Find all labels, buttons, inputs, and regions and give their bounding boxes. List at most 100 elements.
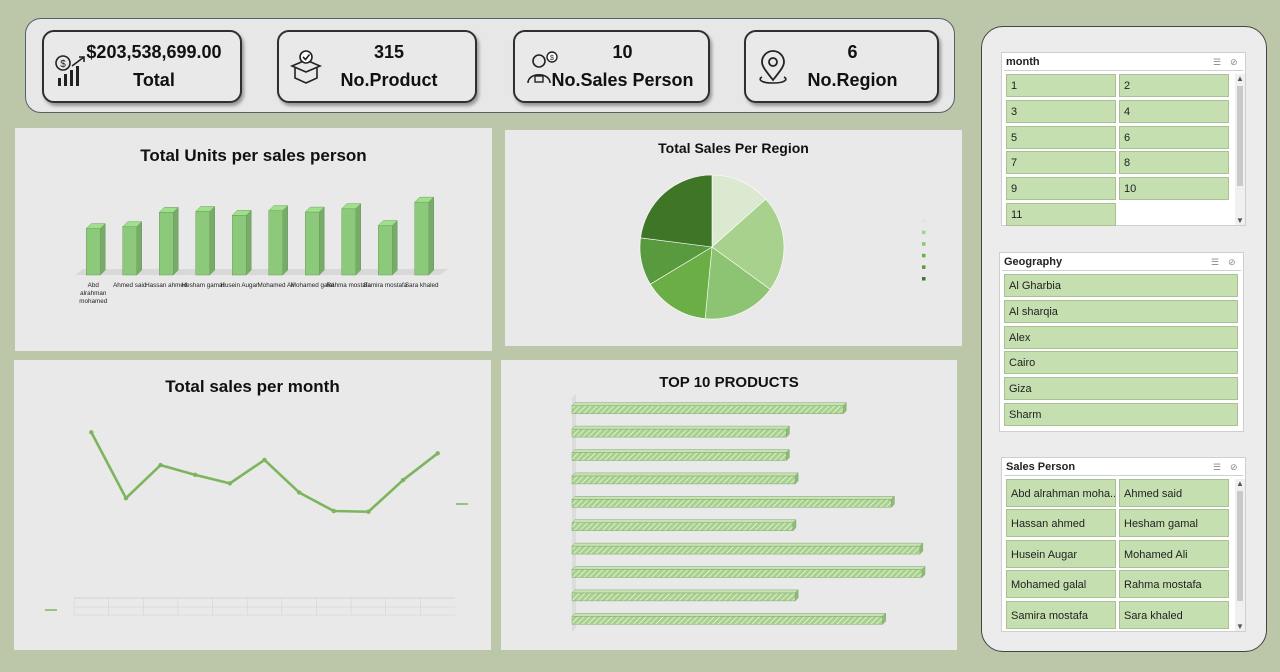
box-check-icon [289,50,323,84]
kpi-products-value: 315 [373,42,405,62]
month-slicer-item[interactable]: 1 [1006,74,1116,97]
scroll-thumb[interactable] [1237,491,1243,601]
salesperson-slicer-scrollbar[interactable]: ▲ ▼ [1235,479,1245,631]
scroll-down-icon[interactable]: ▼ [1236,622,1244,631]
units-bar-top [341,203,362,210]
month-point [331,508,336,514]
clear-filter-icon[interactable]: ⊘ [1230,462,1238,472]
product-bar-top [571,613,887,617]
month-slicer-item[interactable]: 10 [1119,177,1229,201]
salesperson-slicer-item[interactable]: Sara khaled [1119,600,1229,629]
month-slicer-item[interactable]: 11 [1006,203,1116,226]
month-slicer-item[interactable]: 6 [1119,125,1229,149]
scroll-thumb[interactable] [1237,86,1243,186]
units-chart-title: Total Units per sales person [140,146,367,165]
scroll-down-icon[interactable]: ▼ [1236,216,1244,225]
month-slicer-item[interactable]: 7 [1006,151,1116,175]
month-slicer-item[interactable]: 2 [1119,74,1229,97]
units-bar [305,211,320,276]
kpi-bar: $ $203,538,699.00 Total 315 No.Product $… [25,18,955,113]
product-bar-end [882,612,886,625]
product-bar [571,592,796,602]
units-bar-top [122,221,143,227]
geography-slicer-item[interactable]: Alex [1004,325,1238,349]
kpi-card-regions: 6 No.Region [744,30,939,103]
kpi-card-salespersons: $ 10 No.Sales Person [513,30,710,103]
salesperson-slicer-item[interactable]: Abd alrahman moha... [1006,479,1116,507]
pie-slice-alex [704,246,771,320]
product-bar-top [571,519,797,523]
multi-select-icon[interactable]: ☰ [1213,462,1222,472]
month-slicer-item[interactable]: 9 [1006,177,1116,201]
units-bar-side [100,223,106,276]
salesperson-slicer-item[interactable]: Mohamed Ali [1119,539,1229,568]
month-slicer-item[interactable]: 5 [1006,125,1116,149]
units-bar-top [268,205,289,211]
product-bar-end [921,565,926,579]
products-chart [571,394,926,632]
x-category-label: Rahma mostafa [327,282,372,289]
geography-slicer-item[interactable]: Giza [1004,377,1238,401]
clear-filter-icon[interactable]: ⊘ [1230,57,1238,67]
month-sales-line [90,431,439,514]
units-bar-top [158,207,179,213]
month-point [366,509,371,514]
x-category-label: Sara khaled [405,282,439,289]
salesperson-slicer-item[interactable]: Ahmed said [1119,479,1229,507]
month-slicer-item[interactable]: 8 [1119,151,1229,175]
month-slicer-scrollbar[interactable]: ▲ ▼ [1235,74,1245,225]
region-chart-panel: Total Sales Per Region [505,130,962,346]
units-bar-side [282,205,288,276]
salesperson-slicer-item[interactable]: Husein Augar [1006,539,1116,568]
kpi-salespersons-value: 10 [612,42,633,62]
geography-slicer-item[interactable]: Al Gharbia [1004,274,1238,297]
products-chart-panel: TOP 10 PRODUCTS [501,360,957,650]
scroll-up-icon[interactable]: ▲ [1236,74,1244,83]
slicer-panel: month ☰ ⊘ 1 2 3 4 5 6 7 8 9 10 11 ▲ ▼ Geography ☰ … [981,26,1267,652]
geography-slicer-item[interactable]: Al sharqia [1004,299,1238,323]
month-point [227,481,233,486]
product-bar-end [891,495,895,508]
product-bar [571,545,921,555]
units-bar [232,215,247,276]
units-bar-top [85,223,106,229]
geography-slicer-item[interactable]: Cairo [1004,351,1238,375]
clear-filter-icon[interactable]: ⊘ [1228,257,1236,267]
units-bar-side [392,219,398,276]
month-slicer-item[interactable]: 4 [1119,99,1229,123]
units-bar-side [246,209,252,276]
legend-swatch [922,219,926,223]
slicer-header-divider [1004,475,1243,476]
month-point [435,451,440,456]
region-chart [639,174,926,320]
product-bar-end [792,519,797,532]
product-bar-top [571,449,790,453]
x-category-label: Samira mostafa [363,282,408,289]
month-chart-title: Total sales per month [165,377,340,396]
salesperson-slicer: Sales Person ☰ ⊘ Abd alrahman moha... Ahm… [1001,457,1246,632]
x-category-label: Mohamed Ali [258,282,294,289]
month-chart [45,430,468,616]
product-bar [571,569,923,578]
legend-swatch [922,265,926,269]
salesperson-slicer-item[interactable]: Mohamed galal [1006,570,1116,599]
multi-select-icon[interactable]: ☰ [1211,257,1220,267]
legend-swatch [922,253,926,258]
salesperson-slicer-item[interactable]: Hesham gamal [1119,509,1229,538]
money-growth-icon: $ [55,55,85,86]
month-slicer-item[interactable]: 3 [1006,99,1116,123]
product-bar-top [571,472,799,477]
month-point [193,472,198,478]
geography-slicer-item[interactable]: Sharm [1004,403,1238,426]
product-bar-top [571,566,926,570]
scroll-up-icon[interactable]: ▲ [1236,479,1244,488]
salesperson-slicer-item[interactable]: Rahma mostafa [1119,570,1229,599]
salesperson-slicer-item[interactable]: Hassan ahmed [1006,509,1116,538]
month-point [89,430,94,435]
units-bar [378,225,393,276]
multi-select-icon[interactable]: ☰ [1213,57,1222,67]
x-category-label: Hesham gamal [182,282,224,289]
units-chart-panel: Total Units per sales person Abd alrahman… [15,128,492,351]
salesperson-slicer-item[interactable]: Samira mostafa [1006,600,1116,629]
